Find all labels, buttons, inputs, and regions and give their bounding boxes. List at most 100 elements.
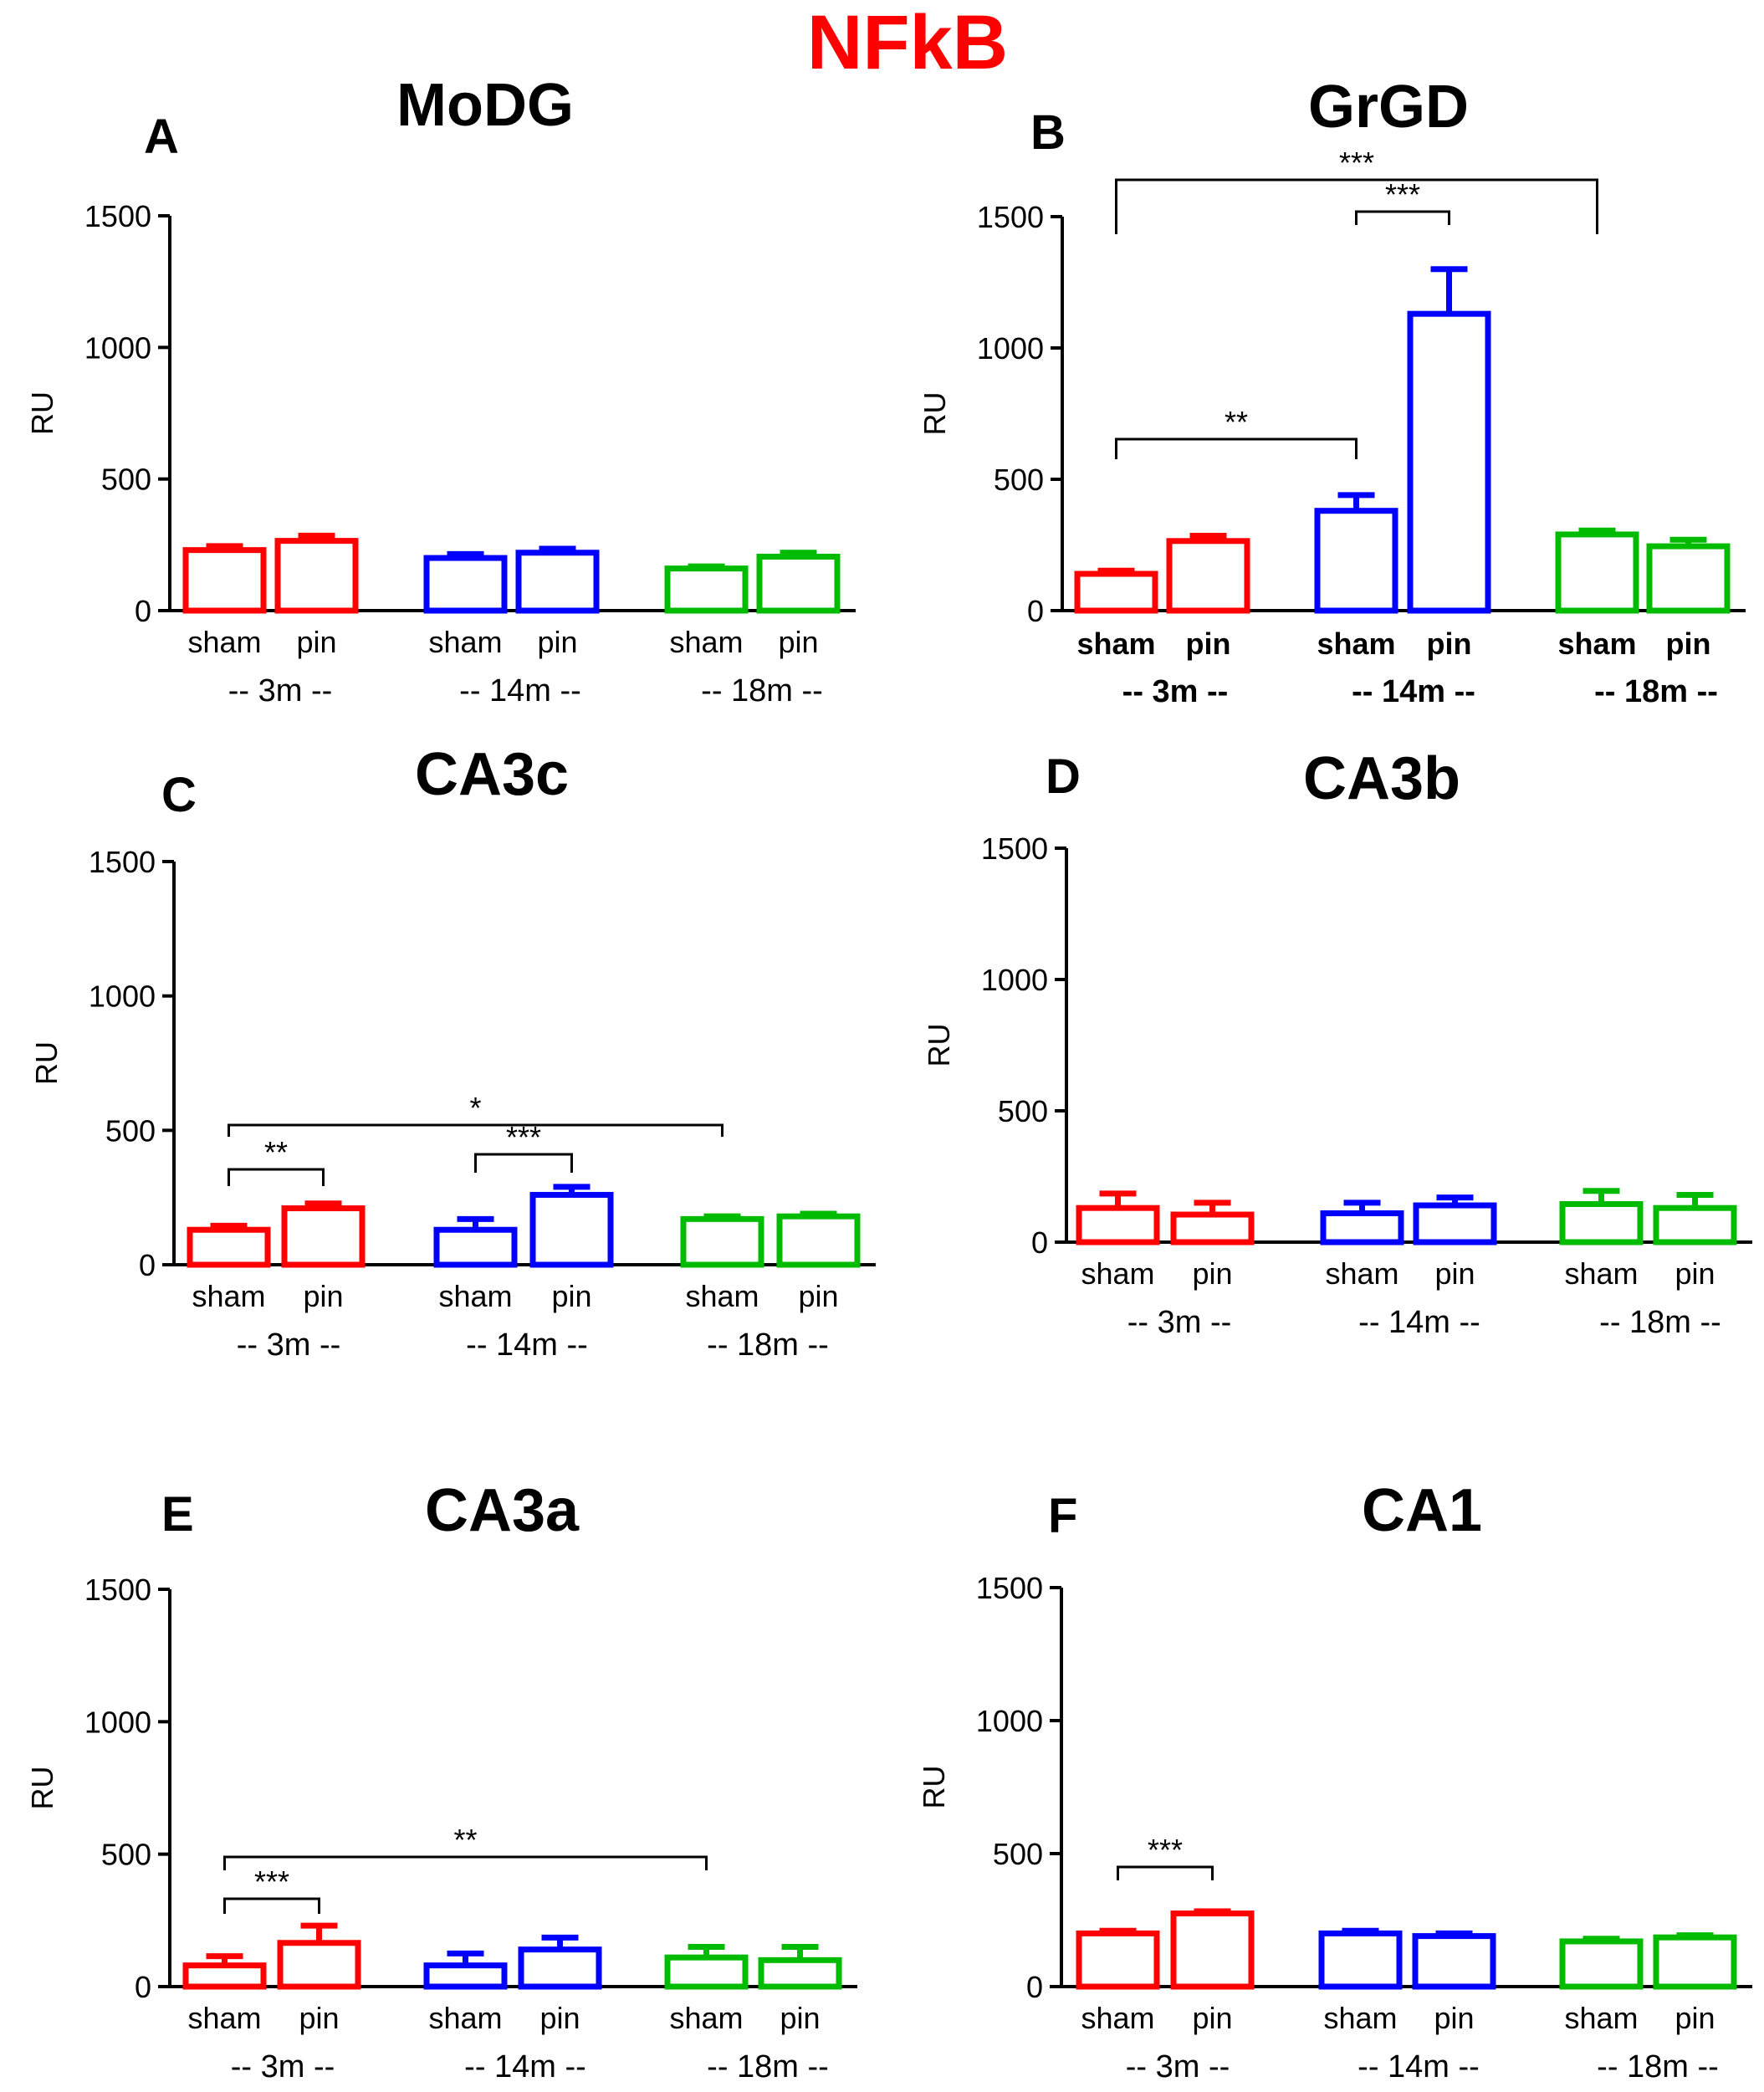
category-label: sham <box>669 625 743 659</box>
category-label: pin <box>780 2001 820 2035</box>
group-label: -- 14m -- <box>459 673 581 708</box>
y-tick-label: 500 <box>993 1837 1043 1871</box>
category-label: pin <box>1675 2001 1715 2035</box>
significance-bracket <box>474 1153 573 1173</box>
panel-letter: E <box>161 1487 194 1542</box>
significance-bracket <box>223 1855 708 1870</box>
significance-label: ** <box>264 1135 288 1169</box>
group-label: -- 18m -- <box>1597 2049 1719 2084</box>
category-label: pin <box>1427 627 1472 661</box>
y-tick-label: 1000 <box>977 331 1044 366</box>
panel-letter: C <box>161 768 197 822</box>
group-label: -- 14m -- <box>1358 1305 1480 1340</box>
group-label: -- 14m -- <box>1352 674 1475 709</box>
significance-label: *** <box>254 1864 289 1899</box>
category-label: sham <box>187 2001 261 2035</box>
y-axis-label: RU <box>917 1766 951 1809</box>
category-label: sham <box>1076 627 1155 661</box>
panel-c: C CA3c 0 500 1000 1500 RU sham pin sham pin sham pin… <box>29 741 876 1363</box>
panel-title: CA3b <box>1303 745 1460 812</box>
y-tick-label: 1000 <box>84 1705 151 1739</box>
category-label: pin <box>798 1279 838 1313</box>
significance-label: *** <box>1385 177 1420 212</box>
category-label: sham <box>1317 627 1395 661</box>
category-label: pin <box>1666 627 1711 661</box>
significance-label: ** <box>1225 405 1248 439</box>
panel-title: MoDG <box>396 72 574 139</box>
y-tick-label: 0 <box>1031 1225 1048 1260</box>
y-axis-label: RU <box>918 392 952 436</box>
y-tick-label: 0 <box>139 1248 156 1282</box>
panel-d: D CA3b 0 500 1000 1500 RU sham pin sham pin sham pin… <box>922 745 1752 1340</box>
y-tick-label: 1500 <box>977 200 1044 234</box>
y-tick-label: 0 <box>135 1970 151 2004</box>
figure-title: NFkB <box>807 0 1008 85</box>
panel-letter: A <box>144 110 179 164</box>
category-label: pin <box>1434 1256 1475 1291</box>
panel-a: A MoDG 0 500 1000 1500 RU sham pin sham pin sham pin… <box>25 72 856 708</box>
y-tick-label: 1000 <box>89 980 156 1014</box>
y-tick-label: 500 <box>101 1838 151 1872</box>
y-tick-label: 0 <box>1026 1970 1043 2004</box>
significance-label: *** <box>1339 146 1374 180</box>
significance-bracket <box>1117 1865 1214 1880</box>
group-label: -- 3m -- <box>231 2049 335 2084</box>
category-label: sham <box>192 1279 265 1313</box>
category-label: pin <box>1675 1256 1715 1291</box>
significance-bracket <box>1355 210 1450 225</box>
significance-bracket <box>228 1168 325 1186</box>
panel-letter: B <box>1030 105 1066 160</box>
y-tick-label: 1000 <box>976 1704 1043 1738</box>
category-label: sham <box>1325 1256 1398 1291</box>
panel-letter: D <box>1046 749 1081 804</box>
category-label: sham <box>428 625 502 659</box>
y-tick-label: 1500 <box>976 1571 1043 1605</box>
group-label: -- 3m -- <box>1126 2049 1230 2084</box>
panel-title: CA1 <box>1362 1477 1482 1544</box>
category-label: sham <box>669 2001 743 2035</box>
significance-bracket <box>1115 437 1358 459</box>
y-axis-label: RU <box>29 1041 64 1085</box>
significance-bracket <box>1115 178 1598 234</box>
panel-letter: F <box>1048 1489 1077 1543</box>
y-tick-label: 1500 <box>981 831 1048 866</box>
group-label: -- 18m -- <box>1599 1305 1721 1340</box>
category-label: pin <box>1192 2001 1232 2035</box>
category-label: sham <box>1081 1256 1154 1291</box>
panel-f: F CA1 0 500 1000 1500 RU sham pin sham pin sham pin -… <box>917 1477 1752 2084</box>
y-tick-label: 0 <box>1027 594 1044 628</box>
group-label: -- 3m -- <box>237 1327 341 1363</box>
panel-e: E CA3a 0 500 1000 1500 RU sham pin sham pin sham pin… <box>25 1477 857 2084</box>
category-label: pin <box>1192 1256 1232 1291</box>
significance-label: *** <box>1148 1833 1183 1867</box>
group-label: -- 14m -- <box>464 2049 586 2084</box>
y-tick-label: 1000 <box>84 330 151 365</box>
category-label: pin <box>1186 627 1231 661</box>
y-axis-label: RU <box>25 1767 59 1810</box>
y-tick-label: 500 <box>998 1094 1048 1128</box>
group-label: -- 14m -- <box>466 1327 588 1363</box>
group-label: -- 18m -- <box>1594 674 1718 709</box>
category-label: pin <box>299 2001 339 2035</box>
category-label: pin <box>303 1279 343 1313</box>
category-label: sham <box>428 2001 502 2035</box>
y-tick-label: 1500 <box>84 1573 151 1607</box>
category-label: sham <box>187 625 261 659</box>
group-label: -- 3m -- <box>228 673 333 708</box>
panel-title: CA3a <box>425 1477 580 1544</box>
category-label: pin <box>778 625 818 659</box>
panel-title: CA3c <box>415 741 569 808</box>
category-label: pin <box>1434 2001 1474 2035</box>
significance-label: * <box>469 1091 481 1125</box>
category-label: pin <box>537 625 577 659</box>
category-label: sham <box>685 1279 759 1313</box>
y-tick-label: 500 <box>994 463 1044 497</box>
y-tick-label: 500 <box>101 463 151 497</box>
y-axis-label: RU <box>25 391 59 435</box>
group-label: -- 18m -- <box>701 673 823 708</box>
group-label: -- 14m -- <box>1358 2049 1480 2084</box>
